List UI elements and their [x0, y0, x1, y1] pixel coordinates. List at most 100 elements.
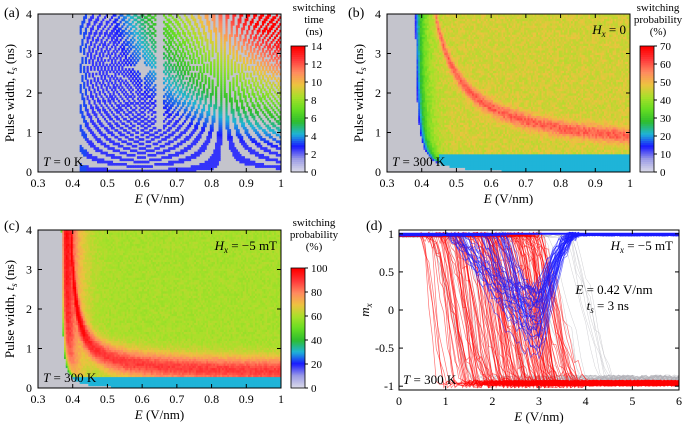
- heatmap-cell: [228, 93, 232, 96]
- heatmap-cell: [173, 47, 176, 51]
- heatmap-cell: [234, 151, 237, 155]
- heatmap-cell: [169, 36, 173, 40]
- heatmap-cell: [274, 77, 277, 80]
- heatmap-cell: [187, 18, 190, 22]
- heatmap-cell: [173, 63, 176, 67]
- heatmap-cell: [251, 29, 254, 33]
- heatmap-cell: [190, 122, 193, 125]
- heatmap-cell: [244, 142, 247, 146]
- heatmap-cell: [421, 25, 424, 28]
- heatmap-cell: [268, 97, 271, 101]
- heatmap-cell: [81, 74, 84, 78]
- heatmap-cell: [228, 90, 232, 94]
- heatmap-cell: [107, 169, 110, 173]
- heatmap-cell: [97, 117, 100, 121]
- heatmap-cell: [143, 117, 147, 121]
- heatmap-cell: [97, 129, 100, 132]
- heatmap-cell: [421, 72, 424, 76]
- heatmap-cell: [117, 34, 120, 37]
- heatmap-cell: [105, 86, 108, 89]
- heatmap-cell: [138, 25, 141, 28]
- heatmap-cell: [90, 41, 93, 44]
- heatmap-cell: [418, 88, 421, 92]
- heatmap-cell: [268, 88, 271, 92]
- heatmap-cell: [215, 144, 218, 148]
- heatmap-cell: [215, 158, 218, 162]
- heatmap-cell: [253, 126, 256, 130]
- heatmap-cell: [197, 88, 200, 92]
- heatmap-cell: [110, 104, 114, 107]
- heatmap-cell: [93, 34, 96, 37]
- heatmap-cell: [232, 20, 235, 24]
- heatmap-cell: [237, 156, 240, 159]
- heatmap-cell: [109, 56, 112, 60]
- heatmap-cell: [248, 14, 251, 17]
- heatmap-cell: [421, 74, 424, 78]
- heatmap-cell: [157, 169, 160, 173]
- heatmap-cell: [86, 122, 89, 125]
- heatmap-cell: [197, 27, 200, 31]
- heatmap-cell: [270, 56, 273, 60]
- heatmap-cell: [260, 97, 263, 101]
- heatmap-cell: [129, 95, 133, 98]
- heatmap-cell: [133, 120, 136, 123]
- heatmap-cell: [272, 18, 275, 22]
- heatmap-cell: [419, 56, 423, 60]
- heatmap-cell: [109, 147, 112, 150]
- heatmap-cell: [161, 156, 164, 159]
- heatmap-cell: [194, 61, 197, 65]
- heatmap-cell: [235, 133, 239, 137]
- heatmap-cell: [114, 20, 117, 24]
- heatmap-cell: [135, 72, 138, 76]
- heatmap-cell: [171, 133, 174, 137]
- heatmap-cell: [126, 93, 129, 96]
- heatmap-cell: [154, 77, 157, 80]
- heatmap-cell: [105, 135, 108, 139]
- heatmap-cell: [261, 56, 265, 60]
- heatmap-cell: [419, 18, 423, 22]
- heatmap-cell: [81, 133, 84, 137]
- heatmap-cell: [145, 102, 148, 105]
- heatmap-cell: [277, 45, 280, 49]
- heatmap-cell: [182, 86, 185, 89]
- heatmap-cell: [126, 104, 129, 107]
- heatmap-cell: [95, 113, 98, 116]
- heatmap-cell: [208, 133, 211, 137]
- heatmap-cell: [421, 79, 424, 83]
- heatmap-cell: [197, 32, 200, 35]
- heatmap-cell: [418, 36, 421, 40]
- heatmap-cell: [95, 32, 98, 35]
- heatmap-cell: [102, 54, 105, 58]
- heatmap-cell: [142, 169, 145, 173]
- heatmap-cell: [126, 59, 129, 62]
- heatmap-cell: [121, 79, 124, 83]
- heatmap-cell: [133, 50, 136, 53]
- heatmap-cell: [98, 25, 101, 28]
- heatmap-cell: [251, 20, 254, 24]
- heatmap-cell: [202, 65, 206, 69]
- heatmap-cell: [116, 77, 119, 80]
- heatmap-cell: [249, 61, 252, 65]
- heatmap-cell: [192, 129, 195, 132]
- heatmap-cell: [209, 34, 212, 37]
- heatmap-cell: [83, 153, 86, 157]
- heatmap-cell: [126, 165, 129, 168]
- heatmap-cell: [223, 52, 226, 56]
- heatmap-cell: [232, 81, 235, 85]
- heatmap-cell: [248, 52, 251, 56]
- heatmap-cell: [142, 93, 145, 96]
- heatmap-cell: [83, 32, 86, 35]
- heatmap-cell: [220, 61, 223, 65]
- heatmap-cell: [168, 20, 171, 24]
- heatmap-cell: [209, 38, 212, 42]
- heatmap-cell: [169, 97, 173, 101]
- heatmap-cell: [105, 88, 108, 92]
- heatmap-cell: [81, 41, 84, 44]
- heatmap-cell: [277, 63, 280, 67]
- heatmap-cell: [90, 16, 93, 19]
- heatmap-cell: [249, 83, 252, 87]
- heatmap-cell: [249, 86, 252, 89]
- heatmap-cell: [242, 142, 245, 146]
- heatmap-cell: [265, 106, 268, 110]
- heatmap-cell: [117, 41, 120, 44]
